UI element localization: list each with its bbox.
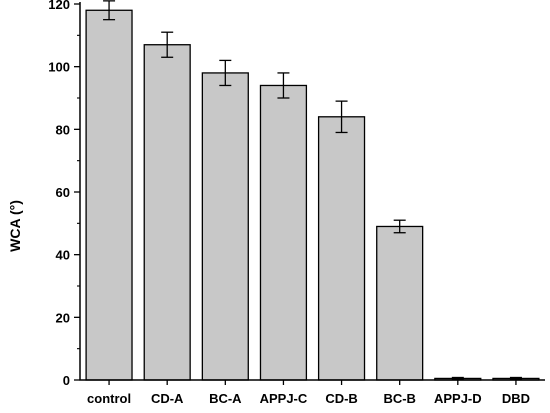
x-tick-label: BC-A bbox=[209, 391, 242, 406]
error-bar-APPJ-C bbox=[277, 72, 290, 99]
bar-BC-A bbox=[201, 72, 249, 381]
y-tick-label: 40 bbox=[56, 248, 70, 263]
x-tick-label: DBD bbox=[502, 391, 530, 406]
error-bar-CD-A bbox=[161, 31, 174, 58]
bar-CD-A bbox=[143, 44, 191, 381]
error-bar-control bbox=[103, 0, 116, 21]
x-tick-label: control bbox=[87, 391, 131, 406]
y-ticks-group: 0 20 40 60 80 100 120 bbox=[48, 0, 80, 388]
bar-control bbox=[85, 9, 133, 381]
x-tick-label: APPJ-D bbox=[434, 391, 482, 406]
y-axis-label: WCA (°) bbox=[7, 200, 23, 252]
error-bar-BC-A bbox=[219, 59, 232, 87]
x-tick-label: CD-A bbox=[151, 391, 184, 406]
y-tick-label: 100 bbox=[48, 60, 70, 75]
y-tick-label: 20 bbox=[56, 310, 70, 325]
y-tick-label: 0 bbox=[63, 373, 70, 388]
x-tick-label: CD-B bbox=[325, 391, 358, 406]
y-tick-label: 80 bbox=[56, 122, 70, 137]
x-tick-label: APPJ-C bbox=[260, 391, 308, 406]
error-bars-group bbox=[103, 0, 522, 381]
y-tick-label: 60 bbox=[56, 185, 70, 200]
error-bar-BC-B bbox=[393, 219, 406, 234]
x-tick-label: BC-B bbox=[383, 391, 416, 406]
y-tick-label: 120 bbox=[48, 0, 70, 12]
bar-APPJ-C bbox=[259, 84, 308, 381]
x-ticks-group: control CD-A BC-A APPJ-C CD-B BC-B APPJ-D DBD bbox=[87, 380, 530, 406]
bars-group bbox=[85, 9, 540, 381]
bar-CD-B bbox=[317, 116, 366, 381]
bar-BC-B bbox=[376, 225, 424, 381]
error-bar-CD-B bbox=[335, 100, 348, 134]
